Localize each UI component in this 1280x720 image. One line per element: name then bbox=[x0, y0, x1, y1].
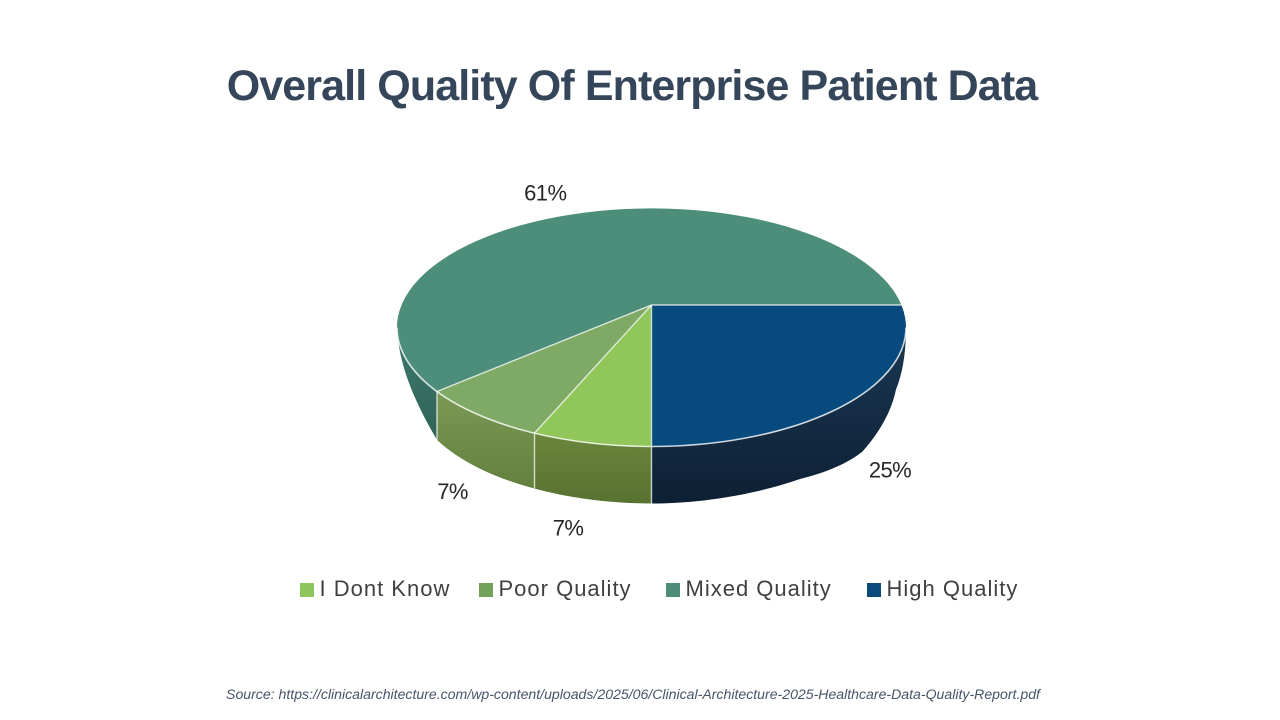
svg-text:7%: 7% bbox=[437, 479, 468, 504]
svg-text:61%: 61% bbox=[524, 181, 566, 206]
svg-text:25%: 25% bbox=[869, 458, 911, 483]
svg-text:7%: 7% bbox=[553, 516, 584, 541]
